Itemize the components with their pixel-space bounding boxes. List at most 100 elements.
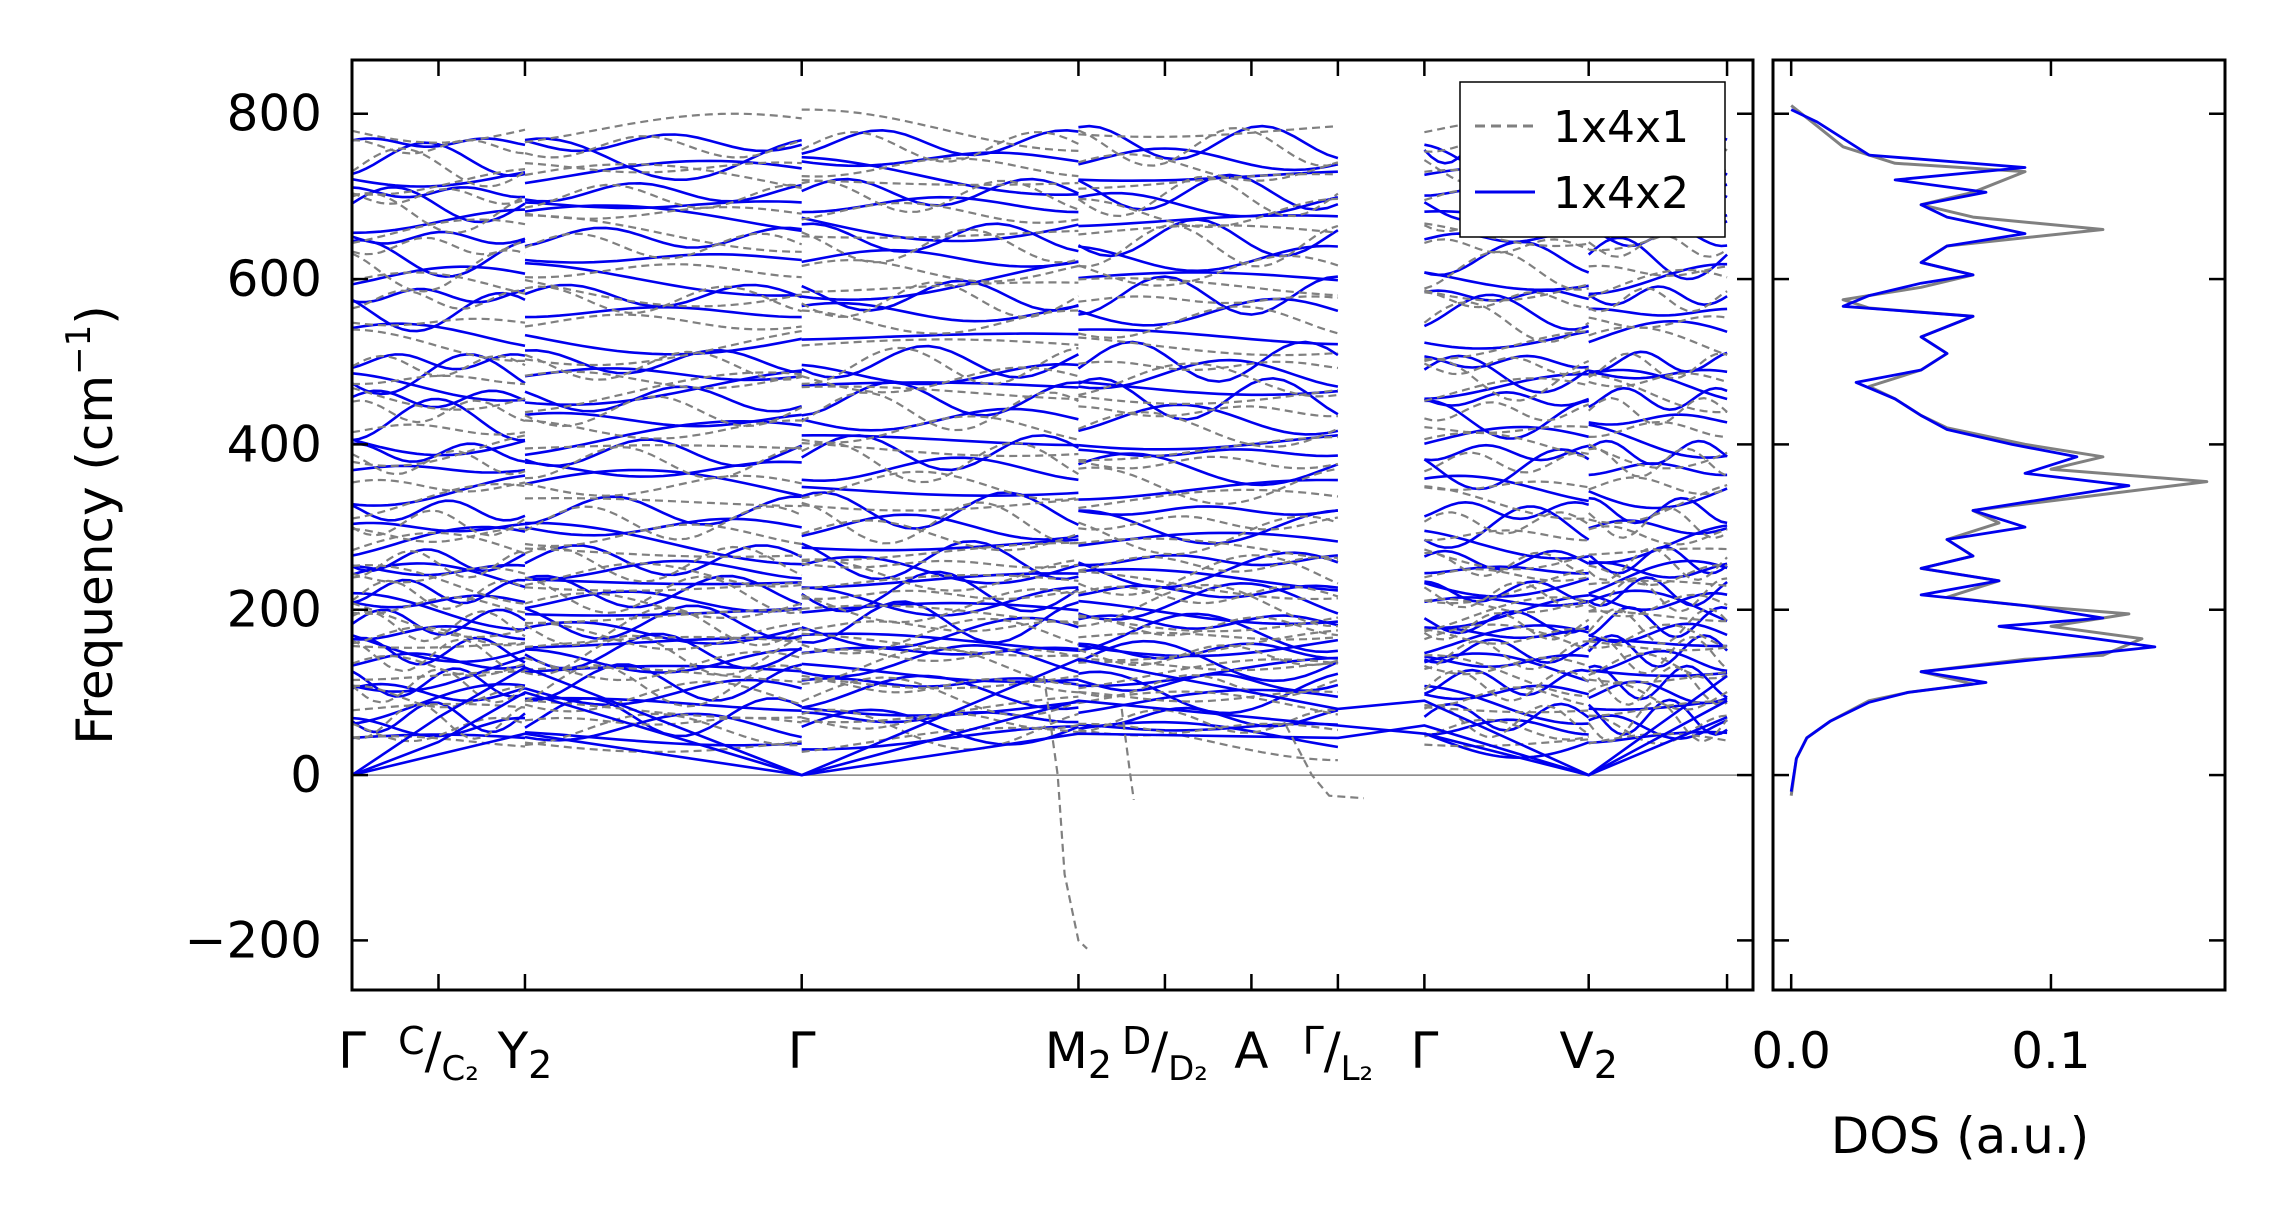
band-line-1x4x1-396 xyxy=(1078,570,1338,601)
band-line-1x4x1-494 xyxy=(1588,373,1728,414)
band-line-1x4x1-263 xyxy=(352,610,526,643)
band-ytick-label-2: 200 xyxy=(227,581,322,639)
band-line-1x4x1-298 xyxy=(524,699,802,720)
band-line-1x4x1-391 xyxy=(1078,631,1338,641)
band-line-1x4x1-428 xyxy=(1424,686,1589,707)
band-line-1x4x2-106 xyxy=(801,456,1079,483)
band-line-1x4x1-308 xyxy=(524,592,803,620)
band-x-ticks: Γ C/C₂ Y2 Γ M2D/D₂ A Γ/L₂ Γ V2 xyxy=(338,60,1729,1089)
band-line-1x4x1-464 xyxy=(1423,149,1590,186)
band-line-1x4x1-269 xyxy=(352,549,526,579)
band-line-1x4x1-402 xyxy=(1078,488,1339,510)
band-line-1x4x2-192 xyxy=(1424,425,1589,445)
band-line-1x4x1-283 xyxy=(352,317,526,327)
band-line-1x4x2-70 xyxy=(524,367,802,382)
band-line-1x4x1-297 xyxy=(524,716,802,726)
band-line-1x4x1-392 xyxy=(1078,616,1339,637)
band-line-1x4x2-31 xyxy=(352,291,526,333)
band-line-1x4x1-330 xyxy=(524,232,803,260)
band-line-1x4x2-171 xyxy=(1424,684,1589,726)
legend-label-1x4x2: 1x4x2 xyxy=(1553,168,1689,219)
band-line-1x4x1-344 xyxy=(801,674,1079,690)
band-line-1x4x1-295 xyxy=(524,740,802,754)
band-line-1x4x1-342 xyxy=(801,676,1079,717)
band-line-1x4x2-20 xyxy=(352,499,526,522)
band-line-1x4x1-257 xyxy=(352,668,526,704)
band-line-1x4x2-241 xyxy=(1588,307,1728,317)
band-line-1x4x2-238 xyxy=(1588,368,1728,380)
band-line-1x4x1-303 xyxy=(524,634,803,677)
band-line-1x4x1-336 xyxy=(524,135,803,159)
band-line-1x4x1-407 xyxy=(1078,405,1338,418)
band-line-1x4x2-1 xyxy=(352,716,525,738)
band-line-1x4x2-231 xyxy=(1588,487,1728,510)
band-line-1x4x2-191 xyxy=(1424,443,1589,462)
band-line-1x4x2-65 xyxy=(524,438,803,468)
branch-line-1 xyxy=(352,699,1728,777)
band-line-1x4x2-79 xyxy=(524,200,802,210)
band-line-1x4x1-483 xyxy=(1588,563,1728,587)
band-line-1x4x1-449 xyxy=(1424,425,1589,434)
band-line-1x4x2-55 xyxy=(524,590,802,613)
band-line-1x4x1-492 xyxy=(1588,420,1728,438)
band-line-1x4x1-347 xyxy=(801,632,1079,658)
band-line-1x4x1-433 xyxy=(1424,623,1590,651)
band-xtick-label-5: D/D₂ xyxy=(1122,1019,1208,1089)
band-line-1x4x1-358 xyxy=(801,501,1079,545)
band-line-1x4x1-432 xyxy=(1424,640,1589,671)
band-line-1x4x1-475 xyxy=(1588,635,1728,675)
band-line-1x4x2-83 xyxy=(524,133,803,153)
band-line-1x4x1-403 xyxy=(1078,466,1339,505)
band-line-1x4x1-362 xyxy=(801,442,1079,458)
band-line-1x4x1-289 xyxy=(352,192,526,234)
band-line-1x4x2-225 xyxy=(1588,559,1728,595)
band-line-1x4x2-136 xyxy=(1078,612,1339,654)
band-line-1x4x1-423 xyxy=(1078,125,1338,139)
band-line-1x4x1-253 xyxy=(352,716,526,743)
band-line-1x4x2-96 xyxy=(801,601,1079,614)
band-line-1x4x2-21 xyxy=(352,474,526,507)
band-line-1x4x2-202 xyxy=(1424,240,1590,277)
band-line-1x4x1-348 xyxy=(801,617,1079,655)
band-line-1x4x1-425 xyxy=(1424,718,1589,741)
band-xtick-label-4: M2 xyxy=(1045,1022,1112,1087)
band-line-1x4x2-13 xyxy=(352,594,526,609)
band-line-1x4x1-471 xyxy=(1588,682,1728,711)
band-line-1x4x2-157 xyxy=(1078,297,1339,327)
band-line-1x4x1-408 xyxy=(1078,388,1339,406)
band-line-1x4x2-45 xyxy=(524,696,802,712)
band-line-1x4x1-377 xyxy=(801,179,1079,186)
band-line-1x4x1-272 xyxy=(352,509,526,537)
band-line-1x4x1-304 xyxy=(524,635,802,649)
band-line-1x4x1-457 xyxy=(1424,283,1589,302)
band-line-1x4x1-268 xyxy=(352,566,526,584)
band-line-1x4x2-72 xyxy=(524,333,802,356)
band-line-1x4x2-35 xyxy=(352,230,526,245)
band-line-1x4x2-169 xyxy=(1424,718,1589,736)
band-line-1x4x2-87 xyxy=(801,700,1079,717)
band-line-1x4x1-356 xyxy=(801,541,1079,563)
band-line-1x4x2-116 xyxy=(801,279,1079,312)
band-line-1x4x2-179 xyxy=(1423,610,1590,635)
band-line-1x4x2-172 xyxy=(1424,684,1590,701)
band-line-1x4x1-273 xyxy=(352,483,526,520)
band-line-1x4x2-146 xyxy=(1078,505,1339,517)
branch-line-0 xyxy=(352,690,1728,777)
band-line-1x4x2-125 xyxy=(801,128,1079,157)
band-line-1x4x1-366 xyxy=(801,366,1079,394)
band-line-1x4x1-343 xyxy=(801,678,1079,694)
band-y-ticks: −200 0 200 400 600 800 xyxy=(185,85,1753,969)
band-line-1x4x1-299 xyxy=(524,680,803,713)
band-line-1x4x2-58 xyxy=(524,559,802,581)
band-line-1x4x1-285 xyxy=(352,271,526,295)
band-line-1x4x1-421 xyxy=(1078,153,1339,182)
band-line-1x4x1-276 xyxy=(352,434,526,468)
band-line-1x4x1-278 xyxy=(352,399,526,424)
band-line-1x4x1-284 xyxy=(352,289,526,310)
band-line-1x4x2-109 xyxy=(801,407,1079,432)
band-line-1x4x1-337 xyxy=(524,112,802,144)
band-line-1x4x1-259 xyxy=(352,654,526,678)
band-line-1x4x1-478 xyxy=(1587,607,1728,645)
band-line-1x4x1-335 xyxy=(524,161,802,174)
branch-line-3 xyxy=(1042,675,1088,950)
